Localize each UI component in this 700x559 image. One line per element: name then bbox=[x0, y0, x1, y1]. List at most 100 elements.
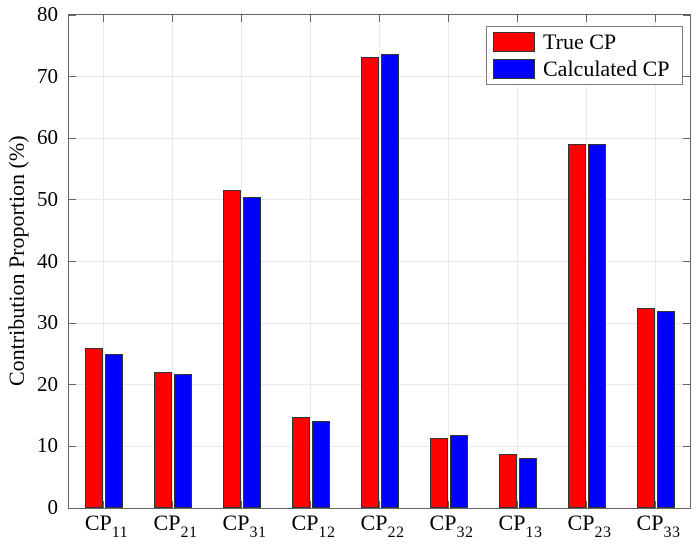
y-tick-mark-left bbox=[69, 261, 76, 262]
x-tick-label: CP21 bbox=[131, 510, 221, 542]
y-tick-label: 10 bbox=[37, 433, 58, 458]
x-tick-label-base: CP bbox=[429, 510, 457, 535]
x-tick-label: CP11 bbox=[62, 510, 152, 542]
bar-calculated-cp bbox=[104, 353, 123, 508]
x-tick-label-subscript: 13 bbox=[525, 524, 543, 541]
y-tick-label: 40 bbox=[37, 248, 58, 273]
x-tick-label: CP32 bbox=[407, 510, 497, 542]
y-tick-mark-right bbox=[683, 507, 690, 509]
y-tick-mark-left bbox=[69, 137, 76, 139]
h-gridline bbox=[69, 199, 690, 201]
x-tick-mark-bottom bbox=[655, 501, 656, 508]
x-tick-mark-bottom bbox=[448, 501, 449, 508]
bar-true-cp bbox=[429, 437, 448, 508]
x-tick-label-subscript: 11 bbox=[111, 524, 129, 541]
y-tick-mark-right bbox=[683, 199, 690, 201]
h-gridline bbox=[69, 384, 690, 386]
legend-entry: True CP bbox=[493, 31, 682, 53]
legend-label: Calculated CP bbox=[543, 55, 670, 81]
y-tick-mark-right bbox=[683, 14, 690, 16]
bar-true-cp bbox=[291, 417, 310, 508]
legend-swatch bbox=[493, 32, 535, 53]
x-tick-label-base: CP bbox=[291, 510, 319, 535]
h-gridline bbox=[69, 261, 690, 262]
y-tick-label: 30 bbox=[37, 310, 58, 335]
x-tick-label-base: CP bbox=[84, 510, 112, 535]
x-tick-label-base: CP bbox=[498, 510, 526, 535]
x-tick-mark-top bbox=[586, 15, 587, 22]
bar-true-cp bbox=[636, 307, 655, 508]
bar-true-cp bbox=[498, 454, 517, 508]
x-tick-label-base: CP bbox=[222, 510, 250, 535]
x-tick-mark-bottom bbox=[517, 501, 518, 508]
x-tick-mark-top bbox=[517, 15, 518, 22]
x-tick-label: CP23 bbox=[545, 510, 635, 542]
y-tick-mark-right bbox=[683, 261, 690, 262]
y-tick-label: 70 bbox=[37, 63, 58, 88]
x-tick-label-base: CP bbox=[636, 510, 664, 535]
y-tick-mark-left bbox=[69, 507, 76, 509]
bar-calculated-cp bbox=[449, 434, 468, 508]
x-tick-label-subscript: 33 bbox=[663, 524, 681, 541]
y-tick-label: 20 bbox=[37, 371, 58, 396]
bar-calculated-cp bbox=[587, 144, 606, 508]
y-tick-label: 80 bbox=[37, 2, 58, 26]
legend: True CP Calculated CP bbox=[486, 26, 683, 85]
h-gridline bbox=[69, 322, 690, 324]
x-tick-mark-top bbox=[448, 15, 449, 22]
x-tick-label-subscript: 23 bbox=[594, 524, 612, 541]
y-tick-label: 0 bbox=[47, 495, 59, 519]
legend-swatch bbox=[493, 58, 535, 79]
bar-calculated-cp bbox=[311, 421, 330, 508]
x-tick-mark-bottom bbox=[310, 501, 311, 508]
x-tick-mark-bottom bbox=[172, 501, 173, 508]
x-tick-label-base: CP bbox=[567, 510, 595, 535]
x-tick-label-subscript: 31 bbox=[249, 524, 267, 541]
y-tick-mark-left bbox=[69, 384, 76, 386]
bar-true-cp bbox=[84, 347, 103, 508]
x-tick-mark-bottom bbox=[379, 501, 380, 508]
x-tick-mark-top bbox=[103, 15, 104, 22]
x-tick-mark-top bbox=[379, 15, 380, 22]
bar-calculated-cp bbox=[518, 457, 537, 508]
x-tick-label-subscript: 22 bbox=[387, 524, 405, 541]
legend-entry: Calculated CP bbox=[493, 55, 682, 81]
y-tick-mark-right bbox=[683, 445, 690, 447]
y-tick-label: 60 bbox=[37, 125, 58, 150]
x-tick-label: CP31 bbox=[200, 510, 290, 542]
x-tick-label-base: CP bbox=[360, 510, 388, 535]
y-tick-mark-left bbox=[69, 76, 76, 78]
x-tick-label-subscript: 21 bbox=[180, 524, 198, 541]
bar-calculated-cp bbox=[173, 373, 192, 508]
bar-calculated-cp bbox=[656, 311, 675, 508]
bar-calculated-cp bbox=[242, 196, 261, 508]
h-gridline bbox=[69, 445, 690, 447]
y-tick-labels: 0 10 20 30 40 50 60 70 80 bbox=[0, 2, 58, 519]
x-tick-mark-top bbox=[310, 15, 311, 22]
plot-area: True CP Calculated CP bbox=[68, 14, 691, 509]
x-tick-label: CP12 bbox=[269, 510, 359, 542]
x-tick-mark-bottom bbox=[103, 501, 104, 508]
x-tick-label-base: CP bbox=[153, 510, 181, 535]
x-tick-mark-top bbox=[655, 15, 656, 22]
y-tick-mark-left bbox=[69, 445, 76, 447]
x-tick-label-subscript: 32 bbox=[456, 524, 474, 541]
bar-true-cp bbox=[567, 144, 586, 508]
x-tick-label: CP33 bbox=[614, 510, 700, 542]
x-tick-mark-top bbox=[172, 15, 173, 22]
y-tick-mark-left bbox=[69, 322, 76, 324]
x-tick-mark-bottom bbox=[241, 501, 242, 508]
y-tick-mark-right bbox=[683, 137, 690, 139]
x-tick-label-subscript: 12 bbox=[318, 524, 336, 541]
bar-true-cp bbox=[153, 372, 172, 508]
y-tick-mark-right bbox=[683, 322, 690, 324]
x-tick-label: CP13 bbox=[476, 510, 566, 542]
y-tick-mark-right bbox=[683, 76, 690, 78]
x-tick-mark-bottom bbox=[586, 501, 587, 508]
legend-label: True CP bbox=[543, 29, 617, 55]
x-tick-mark-top bbox=[241, 15, 242, 22]
h-gridline bbox=[69, 137, 690, 139]
bar-true-cp bbox=[222, 190, 241, 508]
y-tick-mark-right bbox=[683, 384, 690, 386]
